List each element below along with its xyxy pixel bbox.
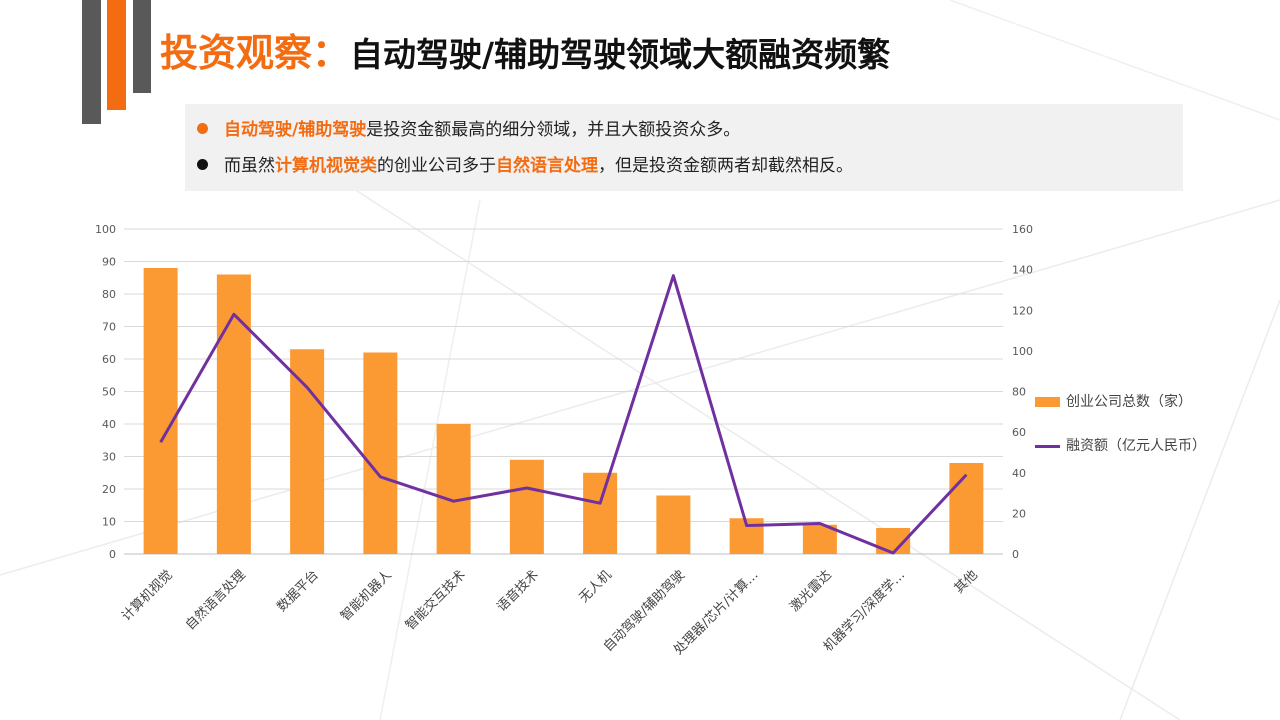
y-right-tick-label: 160 <box>1012 223 1033 236</box>
bar-7 <box>583 472 618 554</box>
bar-5 <box>436 424 471 554</box>
bullet-text: ，但是投资金额两者却截然相反。 <box>598 156 853 176</box>
bar-3 <box>290 349 325 554</box>
legend-label-bar: 创业公司总数（家） <box>1066 394 1192 410</box>
y-right-tick-label: 0 <box>1012 548 1019 561</box>
y-right-tick-label: 40 <box>1012 467 1026 480</box>
legend-swatch-bar <box>1035 397 1060 407</box>
y-left-tick-label: 10 <box>102 516 116 529</box>
legend-item-line: 融资额（亿元人民币） <box>1035 435 1206 455</box>
y-left-tick-label: 50 <box>102 386 116 399</box>
insight-bullet-1: 自动驾驶/辅助驾驶是投资金额最高的细分领域，并且大额投资众多。 <box>197 115 740 140</box>
decor-bar-orange <box>107 0 126 110</box>
title-prefix: 投资观察： <box>160 31 351 75</box>
y-left-tick-label: 100 <box>95 223 116 236</box>
bar-8 <box>656 495 691 554</box>
insight-box: 自动驾驶/辅助驾驶是投资金额最高的细分领域，并且大额投资众多。 而虽然计算机视觉… <box>185 104 1183 191</box>
bar-6 <box>509 459 544 554</box>
y-left-tick-label: 20 <box>102 483 116 496</box>
y-right-tick-label: 140 <box>1012 264 1033 277</box>
y-right-tick-label: 20 <box>1012 507 1026 520</box>
legend-label-line: 融资额（亿元人民币） <box>1066 438 1206 454</box>
y-left-tick-label: 30 <box>102 451 116 464</box>
legend-item-bar: 创业公司总数（家） <box>1035 391 1192 411</box>
bar-1 <box>143 268 178 554</box>
bullet-text: 而虽然 <box>224 156 275 176</box>
bullet-text: 的创业公司多于 <box>377 156 496 176</box>
insight-bullet-2: 而虽然计算机视觉类的创业公司多于自然语言处理，但是投资金额两者却截然相反。 <box>197 151 853 176</box>
y-left-tick-label: 0 <box>109 548 116 561</box>
bar-2 <box>216 274 251 554</box>
bullet-dot-icon <box>197 123 208 134</box>
y-left-tick-label: 60 <box>102 353 116 366</box>
highlight-text: 计算机视觉类 <box>275 156 377 176</box>
highlight-text: 自然语言处理 <box>496 156 598 176</box>
y-left-tick-label: 70 <box>102 321 116 334</box>
bar-12 <box>949 463 984 554</box>
y-left-tick-label: 90 <box>102 256 116 269</box>
bullet-text: 是投资金额最高的细分领域，并且大额投资众多。 <box>366 120 741 140</box>
bullet-dot-icon <box>197 159 208 170</box>
decor-bar-dark <box>82 0 101 124</box>
y-right-tick-label: 100 <box>1012 345 1033 358</box>
y-right-tick-label: 60 <box>1012 426 1026 439</box>
legend-swatch-line <box>1035 444 1060 448</box>
title-main: 自动驾驶/辅助驾驶领域大额融资频繁 <box>350 35 891 74</box>
y-left-tick-label: 40 <box>102 418 116 431</box>
y-left-tick-label: 80 <box>102 288 116 301</box>
decor-bar-gray <box>133 0 151 93</box>
funding-line <box>159 274 968 555</box>
y-right-tick-label: 120 <box>1012 304 1033 317</box>
highlight-text: 自动驾驶/辅助驾驶 <box>224 120 367 140</box>
bar-4 <box>363 352 398 554</box>
y-right-tick-label: 80 <box>1012 386 1026 399</box>
page-title: 投资观察：自动驾驶/辅助驾驶领域大额融资频繁 <box>160 22 890 77</box>
